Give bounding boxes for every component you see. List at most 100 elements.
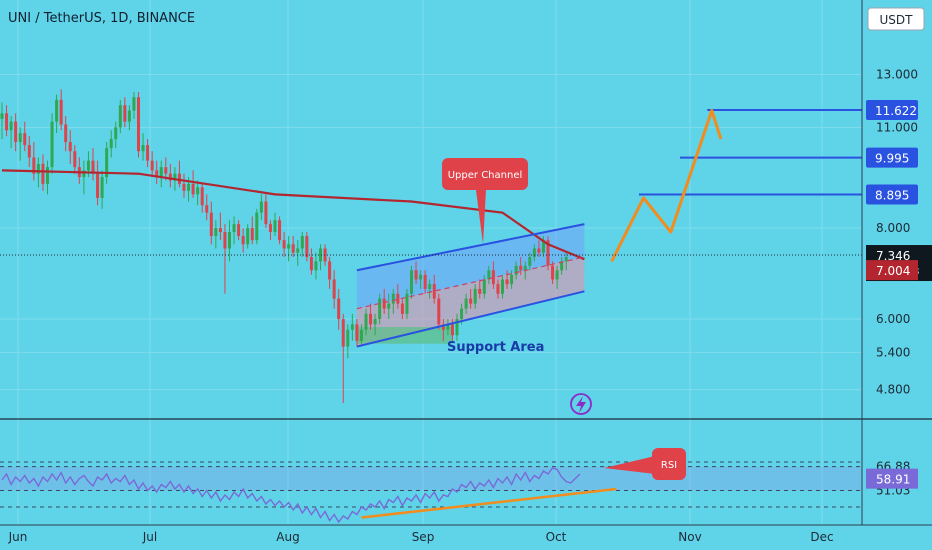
candle-body[interactable] <box>50 121 54 168</box>
candle-body[interactable] <box>414 270 418 280</box>
candle-body[interactable] <box>23 133 27 146</box>
candle-body[interactable] <box>305 236 309 258</box>
candle-body[interactable] <box>387 303 391 309</box>
candle-body[interactable] <box>432 284 436 299</box>
candle-body[interactable] <box>264 201 268 225</box>
candle-body[interactable] <box>382 298 386 309</box>
candle-body[interactable] <box>541 240 545 253</box>
candle-body[interactable] <box>73 151 77 168</box>
candle-body[interactable] <box>59 99 63 125</box>
candle-body[interactable] <box>560 261 564 271</box>
candle-body[interactable] <box>519 265 523 271</box>
candle-body[interactable] <box>487 270 491 280</box>
candle-body[interactable] <box>282 240 286 249</box>
candle-body[interactable] <box>109 139 113 149</box>
candle-body[interactable] <box>173 173 177 181</box>
candle-body[interactable] <box>228 232 231 249</box>
candle-body[interactable] <box>501 279 504 294</box>
candle-body[interactable] <box>478 288 482 294</box>
candle-body[interactable] <box>482 279 486 294</box>
candle-body[interactable] <box>491 270 495 285</box>
candle-body[interactable] <box>378 298 382 320</box>
candle-body[interactable] <box>314 261 318 271</box>
candle-body[interactable] <box>291 244 295 253</box>
candle-body[interactable] <box>546 240 550 266</box>
candle-body[interactable] <box>496 284 500 294</box>
candle-body[interactable] <box>36 163 40 174</box>
candle-body[interactable] <box>464 298 468 309</box>
candle-body[interactable] <box>396 293 400 304</box>
candle-body[interactable] <box>250 228 254 241</box>
candle-body[interactable] <box>114 127 118 140</box>
candle-body[interactable] <box>423 274 427 289</box>
candle-body[interactable] <box>364 313 368 330</box>
candle-body[interactable] <box>155 170 159 178</box>
candle-body[interactable] <box>82 170 86 178</box>
candle-body[interactable] <box>400 303 404 314</box>
candle-body[interactable] <box>100 177 104 198</box>
candle-body[interactable] <box>159 167 163 178</box>
candle-body[interactable] <box>296 248 300 253</box>
candle-body[interactable] <box>332 279 336 299</box>
candle-body[interactable] <box>150 160 154 171</box>
candle-body[interactable] <box>469 298 473 304</box>
candle-body[interactable] <box>182 183 186 191</box>
candle-body[interactable] <box>300 236 304 249</box>
candle-body[interactable] <box>410 270 413 294</box>
candle-body[interactable] <box>514 265 518 275</box>
candle-body[interactable] <box>96 173 100 198</box>
candle-body[interactable] <box>146 145 150 161</box>
candle-body[interactable] <box>68 142 72 152</box>
candle-body[interactable] <box>505 279 509 285</box>
candle-body[interactable] <box>168 173 172 181</box>
candle-body[interactable] <box>446 324 450 330</box>
candle-body[interactable] <box>237 224 241 237</box>
candle-body[interactable] <box>246 228 250 245</box>
candle-body[interactable] <box>132 97 136 111</box>
candle-body[interactable] <box>86 160 90 171</box>
candle-body[interactable] <box>278 220 282 241</box>
candle-body[interactable] <box>355 324 359 341</box>
candle-body[interactable] <box>255 212 259 241</box>
candle-body[interactable] <box>510 274 514 285</box>
candle-body[interactable] <box>5 113 9 131</box>
candle-body[interactable] <box>259 201 263 213</box>
candle-body[interactable] <box>528 257 532 266</box>
candle-body[interactable] <box>373 319 377 325</box>
candle-body[interactable] <box>555 270 559 280</box>
candle-body[interactable] <box>241 236 245 245</box>
candle-body[interactable] <box>419 274 423 280</box>
candle-body[interactable] <box>127 110 131 122</box>
candle-body[interactable] <box>141 145 145 152</box>
candle-body[interactable] <box>46 167 49 184</box>
candle-body[interactable] <box>523 265 527 271</box>
candle-body[interactable] <box>177 173 181 184</box>
candle-body[interactable] <box>0 113 4 119</box>
candle-body[interactable] <box>455 319 459 336</box>
candle-body[interactable] <box>441 324 445 330</box>
candle-body[interactable] <box>328 261 332 280</box>
candle-body[interactable] <box>232 224 236 233</box>
candle-body[interactable] <box>473 288 477 304</box>
candle-body[interactable] <box>359 329 363 341</box>
candle-body[interactable] <box>346 329 350 347</box>
time-axis[interactable]: Jun Jul Aug Sep Oct Nov Dec <box>0 524 932 544</box>
candle-body[interactable] <box>200 187 204 206</box>
candle-body[interactable] <box>9 121 13 131</box>
candle-body[interactable] <box>27 145 31 158</box>
candle-body[interactable] <box>341 319 345 347</box>
candle-body[interactable] <box>323 248 327 262</box>
candle-body[interactable] <box>55 99 59 122</box>
candle-body[interactable] <box>123 105 127 122</box>
lightning-icon[interactable] <box>570 393 592 415</box>
candle-body[interactable] <box>105 148 109 178</box>
candle-body[interactable] <box>41 163 45 184</box>
candle-body[interactable] <box>268 224 272 233</box>
candle-body[interactable] <box>164 167 168 174</box>
candle-body[interactable] <box>223 232 227 249</box>
candle-body[interactable] <box>564 257 568 262</box>
candle-body[interactable] <box>337 298 341 320</box>
candle-body[interactable] <box>369 313 373 325</box>
candle-body[interactable] <box>428 284 432 289</box>
candle-body[interactable] <box>218 228 222 233</box>
